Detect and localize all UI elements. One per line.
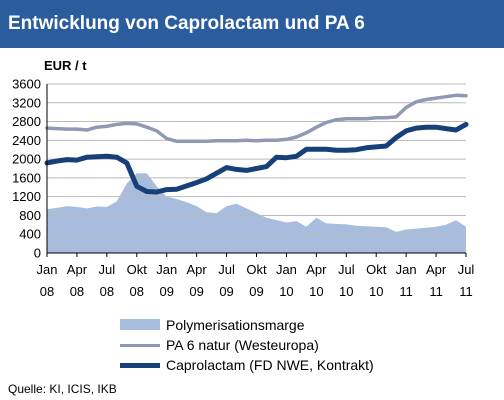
y-tick-label: 3200 bbox=[12, 95, 41, 110]
y-tick-label: 1200 bbox=[12, 189, 41, 204]
x-tick-label-month: Okt bbox=[366, 262, 387, 277]
y-tick-label: 1600 bbox=[12, 170, 41, 185]
legend-label: Caprolactam (FD NWE, Kontrakt) bbox=[166, 357, 374, 373]
price-chart: 0 400 800 1200 1600 2000 2400 2800 3200 3600 Jan 08… bbox=[12, 77, 475, 300]
x-tick-label-year: 10 bbox=[279, 284, 293, 299]
y-tick-label: 800 bbox=[19, 208, 41, 223]
legend-item-polymerisationsmarge: Polymerisationsmarge bbox=[120, 315, 374, 335]
x-tick-label-month: Jul bbox=[458, 262, 475, 277]
x-tick-label-year: 08 bbox=[70, 284, 84, 299]
x-tick-label-month: Apr bbox=[187, 262, 208, 277]
x-tick-label-month: Okt bbox=[127, 262, 148, 277]
x-tick-label-year: 11 bbox=[399, 284, 413, 299]
y-tick-label: 0 bbox=[34, 246, 41, 261]
y-tick-label: 400 bbox=[19, 227, 41, 242]
x-tick-label-month: Jul bbox=[338, 262, 355, 277]
x-tick-label-month: Jul bbox=[218, 262, 235, 277]
x-tick-label-month: Apr bbox=[67, 262, 88, 277]
x-tick-label-year: 08 bbox=[40, 284, 54, 299]
x-tick-label-year: 09 bbox=[249, 284, 263, 299]
x-tick-label-month: Okt bbox=[246, 262, 267, 277]
x-tick-label-year: 11 bbox=[459, 284, 473, 299]
legend-label: PA 6 natur (Westeuropa) bbox=[166, 337, 319, 353]
chart-title: Entwicklung von Caprolactam und PA 6 bbox=[0, 0, 504, 48]
x-tick-label-month: Jan bbox=[37, 262, 58, 277]
x-tick-label-year: 10 bbox=[309, 284, 323, 299]
x-tick-label-month: Jan bbox=[396, 262, 417, 277]
x-tick-label-year: 10 bbox=[369, 284, 383, 299]
x-tick-label-year: 09 bbox=[189, 284, 203, 299]
x-tick-label-month: Jul bbox=[99, 262, 116, 277]
legend-swatch-line bbox=[120, 363, 160, 368]
line-series-pa6 bbox=[45, 93, 468, 144]
x-tick-label-year: 10 bbox=[339, 284, 353, 299]
x-tick-label-year: 09 bbox=[159, 284, 173, 299]
x-tick-label-year: 09 bbox=[219, 284, 233, 299]
x-tick-label-month: Jan bbox=[276, 262, 297, 277]
line-series-caprolactam bbox=[44, 121, 469, 195]
y-tick-label: 3600 bbox=[12, 77, 41, 92]
legend-item-pa6: PA 6 natur (Westeuropa) bbox=[120, 335, 374, 355]
x-tick-label-month: Jan bbox=[156, 262, 177, 277]
y-tick-label: 2400 bbox=[12, 133, 41, 148]
chart-legend: Polymerisationsmarge PA 6 natur (Westeur… bbox=[120, 315, 374, 375]
y-axis-unit-label: EUR / t bbox=[44, 58, 87, 73]
y-tick-label: 2800 bbox=[12, 114, 41, 129]
source-note: Quelle: KI, ICIS, IKB bbox=[8, 382, 117, 396]
legend-swatch-area bbox=[120, 319, 160, 330]
legend-label: Polymerisationsmarge bbox=[166, 317, 305, 333]
area-series-polymerisationsmarge bbox=[47, 173, 466, 253]
x-tick-label-month: Apr bbox=[426, 262, 447, 277]
x-tick-label-year: 11 bbox=[429, 284, 443, 299]
legend-item-caprolactam: Caprolactam (FD NWE, Kontrakt) bbox=[120, 355, 374, 375]
legend-swatch-line bbox=[120, 344, 160, 347]
x-tick-label-year: 08 bbox=[130, 284, 144, 299]
y-tick-label: 2000 bbox=[12, 152, 41, 167]
x-tick-label-year: 08 bbox=[100, 284, 114, 299]
x-tick-label-month: Apr bbox=[306, 262, 327, 277]
